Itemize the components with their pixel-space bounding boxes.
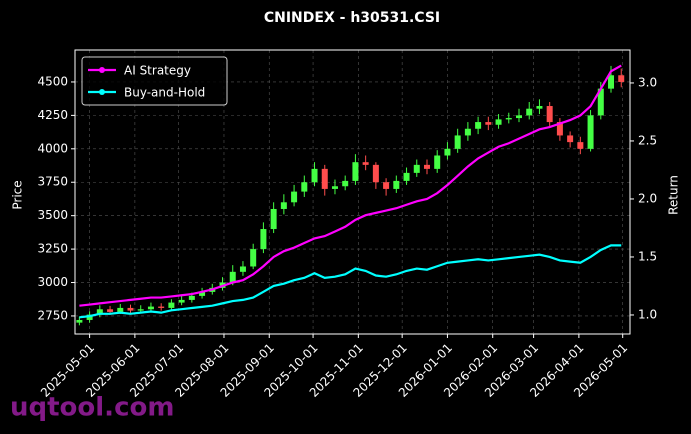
candle-body: [76, 319, 83, 323]
candle-body: [362, 162, 369, 165]
candle-body: [168, 302, 175, 308]
candle-body: [137, 309, 144, 311]
candle-body: [618, 75, 625, 82]
candle-body: [199, 291, 206, 296]
candle-body: [147, 306, 154, 310]
candle-body: [239, 266, 246, 272]
candle-body: [96, 309, 103, 315]
candle-body: [127, 307, 134, 311]
candle-body: [434, 155, 441, 169]
candle-body: [485, 122, 492, 125]
candle-body: [413, 164, 420, 173]
legend-box: [81, 56, 228, 106]
candle-body: [188, 295, 195, 300]
candle-body: [372, 164, 379, 183]
y2-tick-label: 1.5: [638, 249, 657, 263]
candle-body: [526, 108, 533, 116]
y2-tick-label: 2.5: [638, 133, 657, 147]
candle-body: [270, 208, 277, 230]
candle-body: [86, 314, 93, 320]
candle-body: [567, 135, 574, 143]
candle-body: [597, 88, 604, 116]
return-line: [79, 64, 622, 307]
candle-body: [383, 182, 390, 189]
y-tick-label: 3750: [37, 175, 68, 189]
y2-axis-label: Return: [667, 175, 681, 215]
y-tick-label: 3250: [37, 242, 68, 256]
candle-body: [393, 180, 400, 189]
y2-tick-label: 2.0: [638, 191, 657, 205]
candle-body: [536, 106, 543, 109]
candle-body: [546, 106, 553, 123]
candle-body: [158, 306, 165, 308]
candle-body: [178, 299, 185, 303]
candle-body: [505, 118, 512, 120]
candle-body: [321, 168, 328, 189]
candle-body: [608, 75, 615, 89]
candle-body: [260, 229, 267, 250]
return-line: [79, 244, 622, 319]
candle-body: [229, 271, 236, 283]
y-tick-label: 2750: [37, 308, 68, 322]
candle-body: [107, 309, 114, 312]
y2-tick-label: 3.0: [638, 75, 657, 89]
candle-body: [301, 182, 308, 192]
candle-body: [342, 180, 349, 187]
candle-body: [331, 186, 338, 189]
y-tick-label: 4500: [37, 74, 68, 88]
candle-body: [117, 307, 124, 312]
candle-body: [454, 135, 461, 149]
candle-body: [495, 119, 502, 125]
candle-body: [352, 162, 359, 181]
y-tick-label: 4000: [37, 141, 68, 155]
candle-body: [403, 172, 410, 181]
legend-marker: [99, 67, 105, 73]
candle-body: [577, 142, 584, 149]
legend-marker: [99, 89, 105, 95]
candle-body: [516, 115, 522, 119]
y-axis-label: Price: [11, 180, 25, 209]
candle-body: [587, 115, 594, 149]
legend-label: AI Strategy: [124, 64, 191, 78]
candle-body: [250, 249, 257, 267]
candle-body: [311, 168, 318, 183]
y-tick-label: 3500: [37, 208, 68, 222]
y2-tick-label: 1.0: [638, 307, 657, 321]
candle-body: [556, 122, 563, 136]
candle-body: [475, 122, 482, 129]
chart-title: CNINDEX - h30531.CSI: [264, 10, 440, 26]
plot-frame: [74, 49, 631, 335]
candle-body: [444, 148, 451, 156]
candle-body: [291, 191, 298, 203]
legend-label: Buy-and-Hold: [124, 86, 205, 100]
candle-body: [464, 128, 471, 136]
watermark: uqtool.com: [10, 393, 174, 423]
candle-body: [280, 202, 287, 209]
candle-body: [423, 164, 430, 169]
y-tick-label: 3000: [37, 275, 68, 289]
y-tick-label: 4250: [37, 108, 68, 122]
